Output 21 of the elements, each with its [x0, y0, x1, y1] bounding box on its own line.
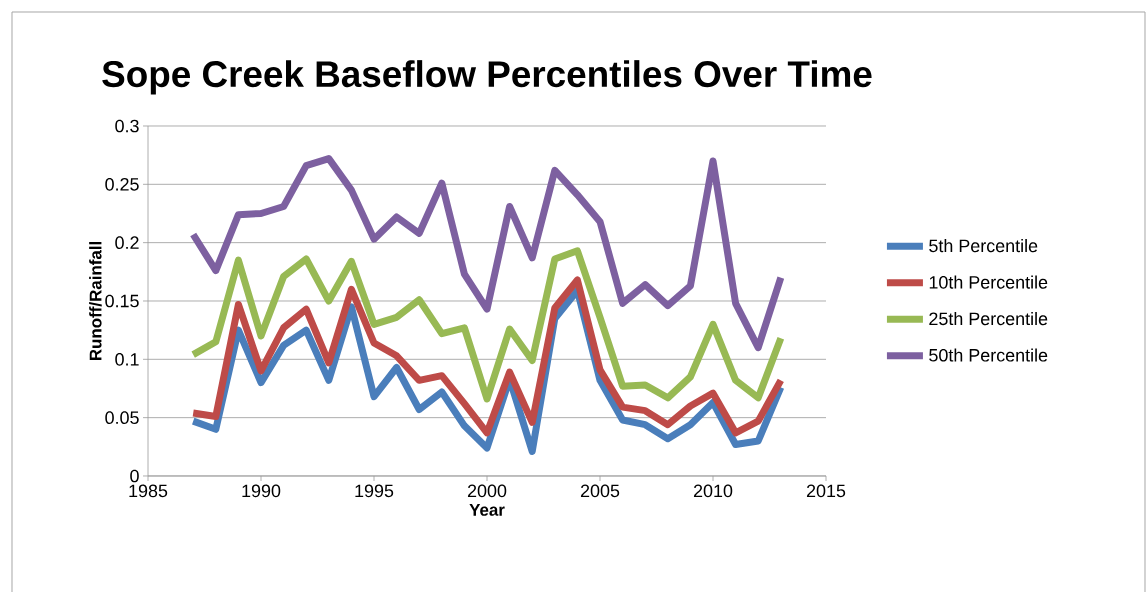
y-tick-label: 0: [130, 469, 139, 483]
x-tick-label: 1995: [355, 484, 394, 498]
y-tick-label: 0.25: [105, 177, 139, 191]
y-tick-label: 0.15: [105, 294, 139, 308]
y-tick-label: 0.1: [115, 352, 139, 366]
x-tick-label: 2000: [467, 484, 507, 498]
x-axis-title: Year: [469, 504, 505, 516]
x-tick-label: 1985: [129, 484, 168, 498]
y-axis-title: Runoff/Rainfall: [89, 241, 102, 361]
y-tick-label: 0.05: [105, 411, 139, 424]
y-tick-label: 0.2: [115, 236, 139, 249]
y-tick-label: 0.3: [115, 119, 139, 133]
x-tick-label: 2015: [806, 484, 846, 498]
legend-label: 25th Percentile: [929, 311, 1048, 326]
x-tick-label: 2010: [693, 484, 733, 498]
legend-label: 5th Percentile: [929, 239, 1038, 253]
legend-label: 50th Percentile: [929, 348, 1048, 362]
x-tick-label: 1990: [242, 484, 281, 498]
x-tick-label: 2005: [580, 484, 620, 498]
legend-label: 10th Percentile: [929, 275, 1048, 289]
chart-title: Sope Creek Baseflow Percentiles Over Time: [102, 60, 872, 95]
